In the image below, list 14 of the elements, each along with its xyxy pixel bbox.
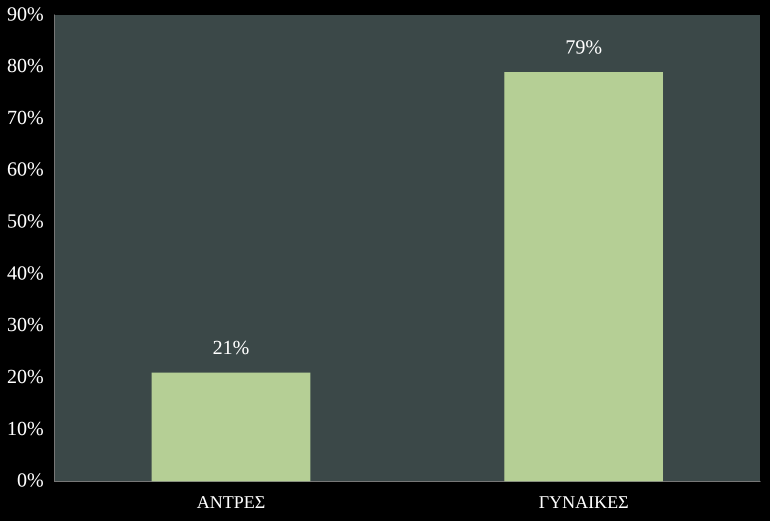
y-tick-label: 60% (6, 158, 44, 181)
y-tick-label: 90% (6, 3, 44, 26)
y-tick-label: 50% (6, 210, 44, 233)
y-tick-label: 80% (6, 55, 44, 78)
y-tick-label: 40% (6, 262, 44, 284)
y-tick-label: 70% (6, 106, 44, 129)
data-label: 79% (565, 36, 602, 58)
y-tick-label: 20% (6, 366, 44, 388)
x-tick-label: ΓΥΝΑΙΚΕΣ (538, 492, 629, 512)
y-tick-label: 30% (6, 314, 44, 336)
y-tick-label: 0% (16, 470, 44, 492)
y-tick-label: 10% (6, 418, 44, 440)
x-tick-label: ΑΝΤΡΕΣ (196, 492, 266, 512)
data-label: 21% (212, 336, 250, 359)
